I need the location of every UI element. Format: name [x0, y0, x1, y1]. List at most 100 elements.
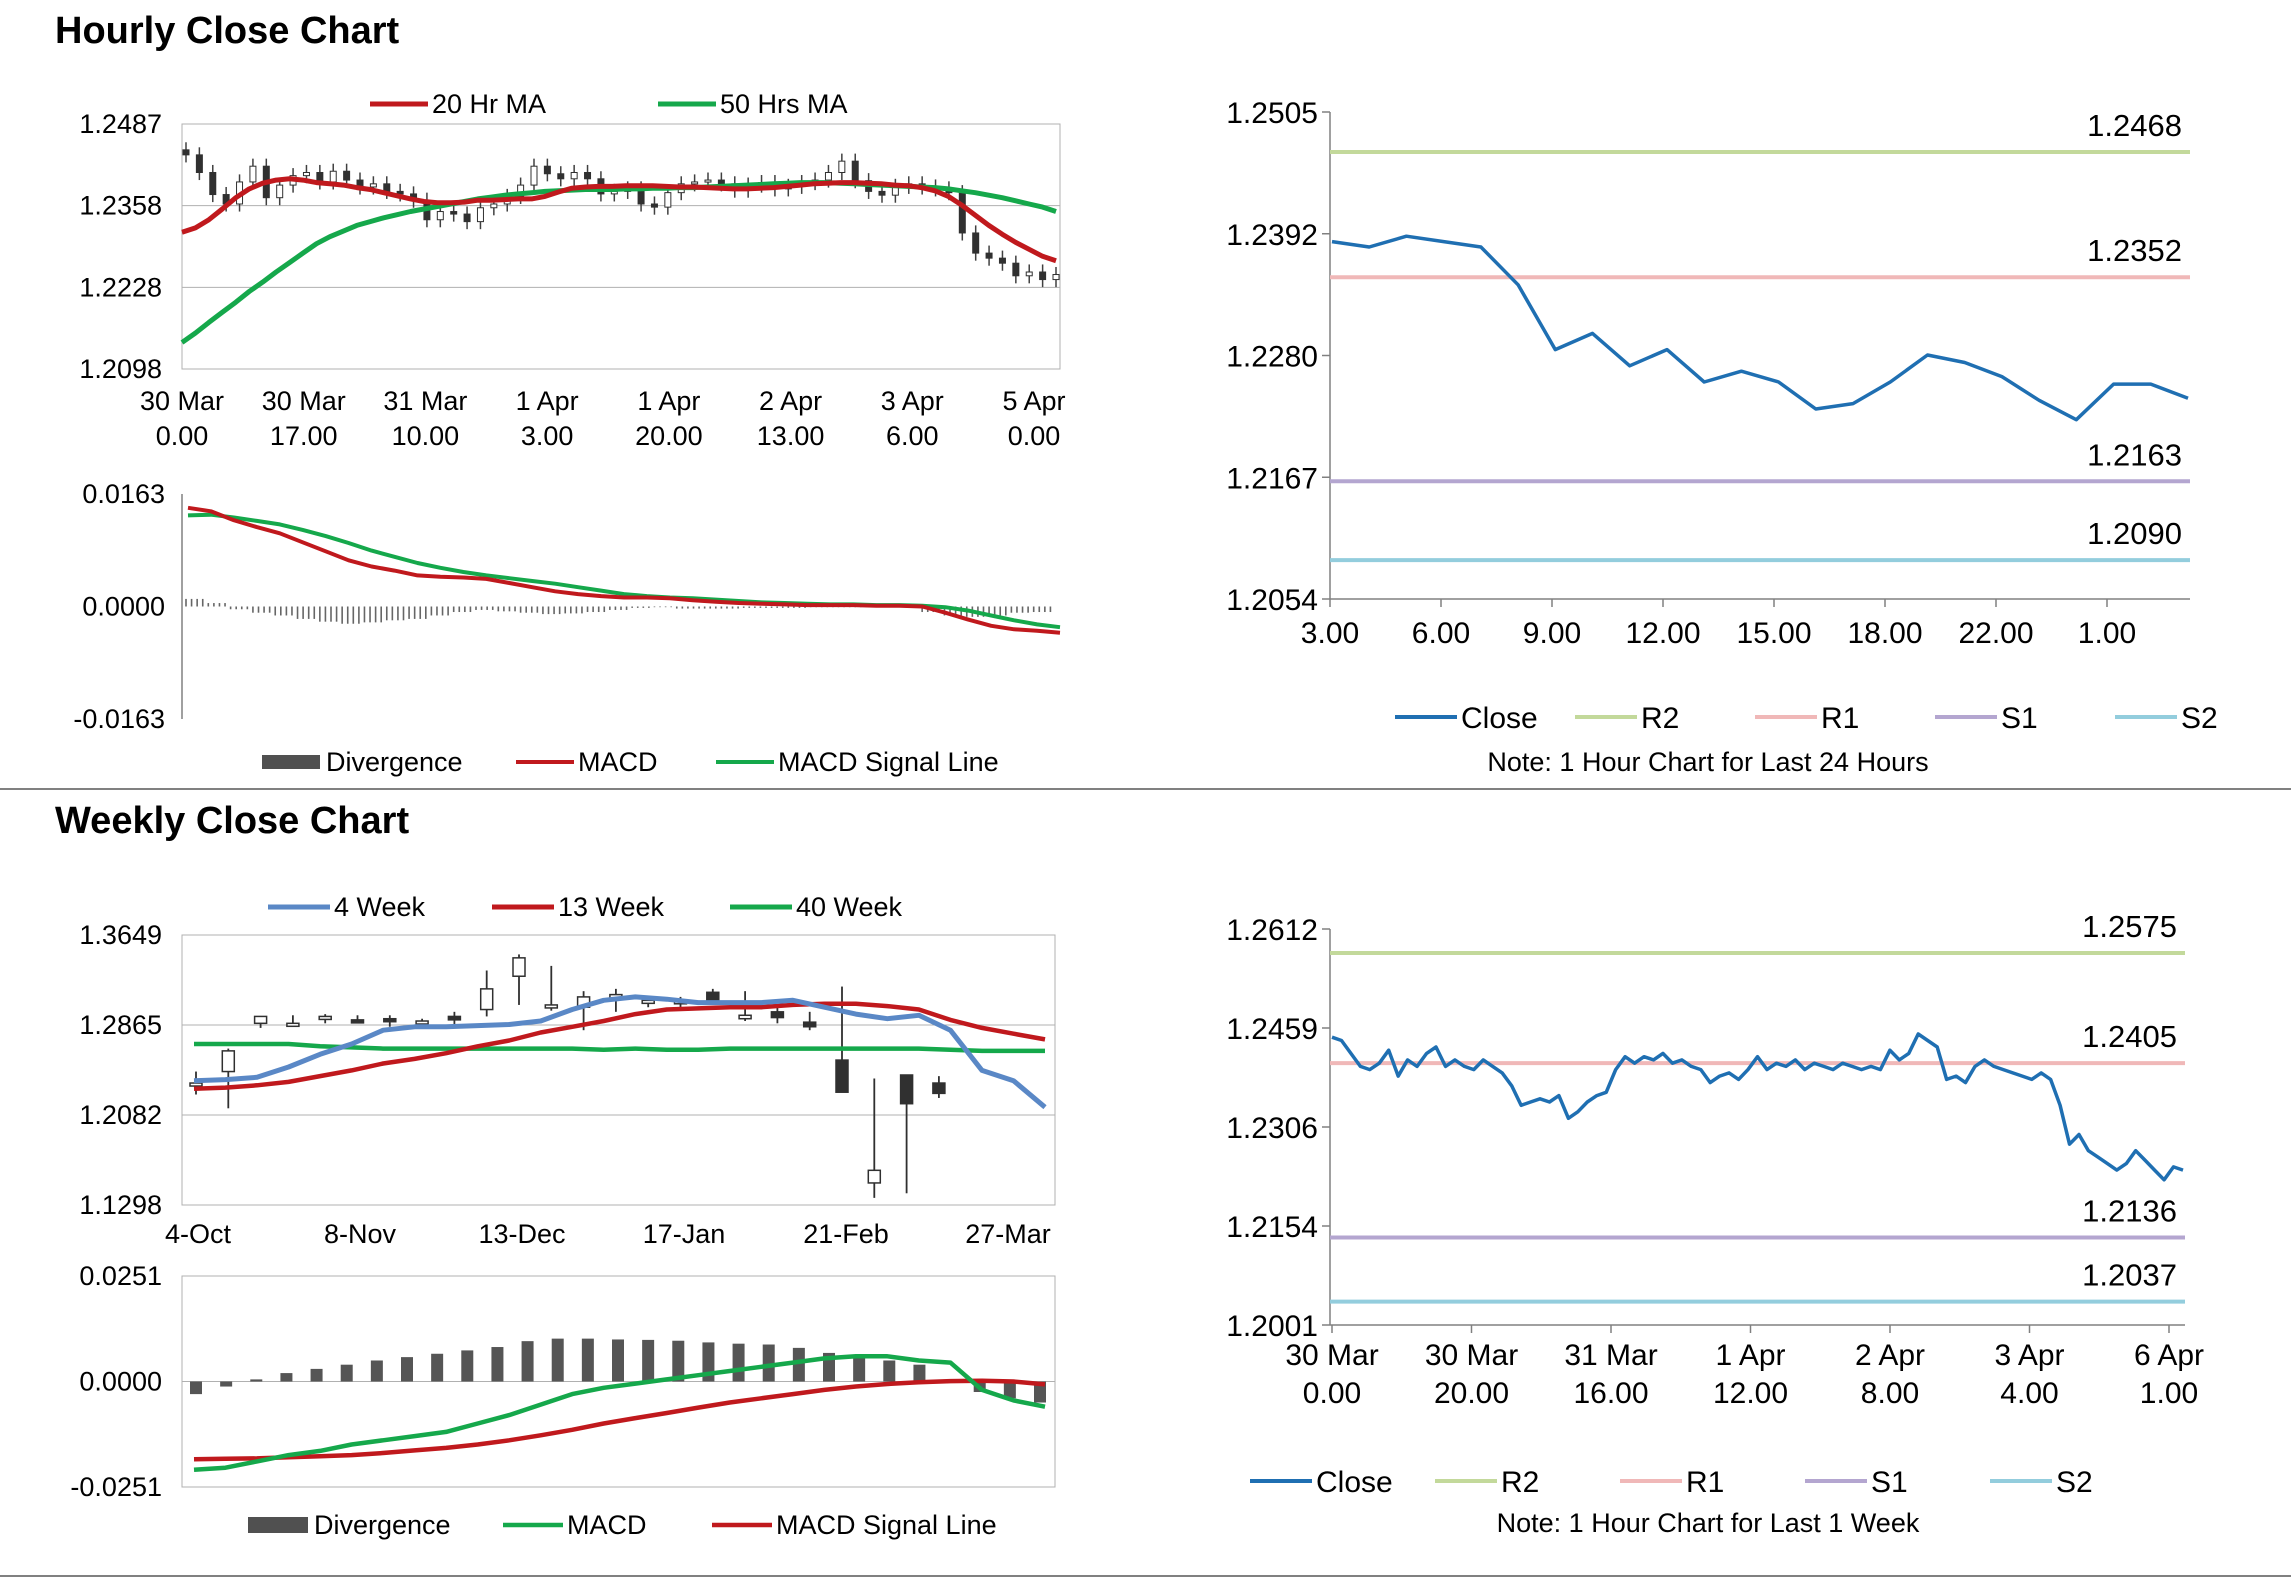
- y-tick-label: 1.2082: [79, 1100, 162, 1130]
- candle-body: [544, 1004, 559, 1009]
- legend-s1-label: S1: [2001, 702, 2038, 735]
- week4-line: [193, 994, 1047, 1110]
- y-tick-label: 0.0251: [79, 1261, 162, 1291]
- x-tick-label-date: 31 Mar: [383, 386, 467, 416]
- level-value-r1: 1.2405: [2082, 1019, 2177, 1054]
- x-tick-label: 17-Jan: [643, 1219, 726, 1249]
- divergence-bar: [853, 1356, 866, 1382]
- close-line: [1331, 1032, 2184, 1182]
- candle-body: [479, 988, 494, 1011]
- weekly-macd-chart: 0.0251 0.0000 -0.0251 Divergence MACD MACD Si…: [70, 1261, 1056, 1540]
- x-tick-label-time: 13.00: [757, 421, 825, 451]
- legend-macd-label: MACD: [567, 1510, 647, 1540]
- x-tick-label: 8-Nov: [324, 1219, 397, 1249]
- candle-body: [530, 165, 538, 186]
- candle-body: [704, 179, 712, 183]
- x-tick-label: 4-Oct: [165, 1219, 232, 1249]
- x-tick-label-date: 30 Mar: [262, 386, 346, 416]
- y-tick-label: 1.2487: [79, 109, 162, 139]
- x-tick-label-time: 20.00: [635, 421, 703, 451]
- x-tick-label: 13-Dec: [478, 1219, 565, 1249]
- candle-body: [450, 211, 458, 215]
- legend-divergence-swatch: [262, 755, 320, 769]
- legend-divergence-label: Divergence: [314, 1510, 451, 1540]
- x-tick-label-date: 2 Apr: [1855, 1339, 1925, 1372]
- x-tick-label: 9.00: [1523, 617, 1581, 650]
- candle-body: [447, 1015, 462, 1021]
- candle-body: [1025, 271, 1033, 277]
- weekly-section-title: Weekly Close Chart: [55, 800, 410, 842]
- plot-frame: [181, 934, 1056, 1206]
- section-divider: [0, 788, 2291, 790]
- x-tick-label-time: 20.00: [1434, 1377, 1509, 1410]
- x-tick-label-date: 1 Apr: [516, 386, 579, 416]
- x-tick-label-time: 0.00: [156, 421, 209, 451]
- candle-body: [838, 160, 846, 173]
- candle-body: [867, 1169, 882, 1184]
- x-tick-label: 1.00: [2078, 617, 2136, 650]
- divergence-bar: [190, 1381, 202, 1395]
- level-value-r1: 1.2352: [2087, 233, 2182, 268]
- legend-divergence-label: Divergence: [326, 747, 463, 777]
- macd-line: [193, 1354, 1046, 1473]
- divergence-bar: [581, 1338, 594, 1382]
- x-tick-label-date: 2 Apr: [759, 386, 822, 416]
- divergence-bar: [220, 1381, 233, 1387]
- y-tick-label: 0.0163: [82, 479, 165, 509]
- level-value-s2: 1.2037: [2082, 1258, 2177, 1293]
- y-tick-label: 1.2612: [1226, 914, 1318, 947]
- candle-body: [350, 1019, 365, 1024]
- y-tick-label: 1.2098: [79, 354, 162, 384]
- divergence-bar: [642, 1339, 655, 1382]
- legend-close-label: Close: [1316, 1466, 1393, 1499]
- divergence-bar: [401, 1357, 413, 1382]
- divergence-bar: [551, 1338, 564, 1382]
- level-value-r2: 1.2575: [2082, 909, 2177, 944]
- divergence-bar: [612, 1339, 624, 1382]
- x-tick-label-time: 0.00: [1008, 421, 1061, 451]
- y-tick-label: 1.2054: [1226, 584, 1318, 617]
- divergence-bar: [672, 1340, 685, 1382]
- divergence-bar: [461, 1350, 474, 1382]
- candle-body: [664, 192, 672, 208]
- candle-body: [985, 252, 993, 259]
- x-tick-label-date: 5 Apr: [1002, 386, 1065, 416]
- x-tick-label: 21-Feb: [803, 1219, 889, 1249]
- candle-body: [249, 165, 257, 183]
- candle-body: [650, 203, 658, 208]
- candle-body: [1039, 271, 1047, 281]
- x-tick-label: 18.00: [1847, 617, 1922, 650]
- candle-body: [932, 1082, 946, 1095]
- x-tick-label-time: 0.00: [1303, 1377, 1361, 1410]
- y-tick-label: 1.2865: [79, 1010, 162, 1040]
- divergence-bar: [280, 1373, 293, 1382]
- legend-signal-label: MACD Signal Line: [776, 1510, 997, 1540]
- y-tick-label: 1.1298: [79, 1190, 162, 1220]
- candle-body: [436, 211, 444, 221]
- candle-body: [221, 1050, 236, 1073]
- divergence-bar: [1003, 1381, 1016, 1399]
- y-tick-label: -0.0163: [73, 704, 165, 734]
- hourly-levels-chart: 1.2505 1.2392 1.2280 1.2167 1.2054 1.2468 1.23…: [1226, 97, 2217, 777]
- divergence-bar: [1034, 1381, 1046, 1403]
- divergence-bar: [310, 1368, 323, 1382]
- candle-body: [396, 190, 404, 195]
- y-tick-label: 1.2001: [1226, 1310, 1318, 1343]
- x-tick-label-date: 31 Mar: [1564, 1339, 1657, 1372]
- divergence-bar: [762, 1344, 775, 1382]
- chart-note: Note: 1 Hour Chart for Last 24 Hours: [1487, 747, 1928, 777]
- level-value-s1: 1.2136: [2082, 1194, 2177, 1229]
- candle-body: [1052, 274, 1060, 281]
- candle-body: [302, 171, 310, 177]
- y-tick-label: 0.0000: [79, 1367, 162, 1397]
- divergence-bar: [340, 1364, 353, 1382]
- x-tick-label-date: 3 Apr: [1994, 1339, 2064, 1372]
- y-tick-label: 1.2306: [1226, 1112, 1318, 1145]
- divergence-bar: [370, 1360, 383, 1382]
- y-tick-label: 1.2280: [1226, 341, 1318, 374]
- candle-body: [276, 184, 284, 199]
- x-tick-label-time: 10.00: [392, 421, 460, 451]
- y-tick-label: 1.2459: [1226, 1013, 1318, 1046]
- x-tick-label-time: 4.00: [2000, 1377, 2058, 1410]
